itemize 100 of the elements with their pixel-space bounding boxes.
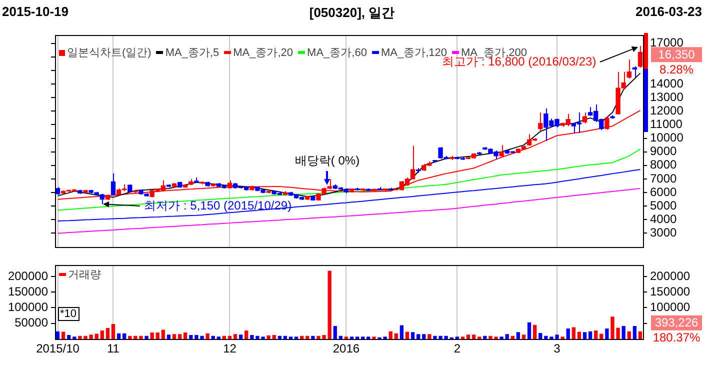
bar — [144, 336, 148, 339]
bar — [605, 328, 609, 339]
bar — [472, 334, 476, 339]
bar — [516, 332, 520, 339]
y-tick-label: 14000 — [650, 76, 684, 90]
bar — [400, 325, 404, 339]
bar — [239, 334, 243, 339]
bar — [184, 332, 188, 339]
bar — [128, 336, 132, 339]
y-tick-label: 150000 — [8, 284, 48, 298]
bar — [111, 324, 116, 339]
bar — [622, 326, 626, 339]
y-tick-label: 11000 — [650, 117, 683, 132]
bar — [466, 334, 470, 339]
bar — [333, 326, 337, 339]
bar — [222, 336, 226, 339]
bar — [577, 332, 582, 339]
text: 16,350 — [658, 47, 696, 62]
bar — [510, 336, 514, 339]
y-tick-label: 3000 — [650, 226, 678, 240]
text: 8.28% — [659, 62, 694, 76]
bar — [483, 336, 487, 339]
x-tick-label: 12 — [223, 342, 237, 356]
bar — [538, 332, 542, 339]
bar — [422, 334, 426, 339]
x-tick-label: 2016 — [332, 342, 360, 356]
y-tick-label: 12000 — [650, 103, 684, 118]
x-tick-label: 3 — [554, 342, 561, 356]
bar — [100, 330, 104, 339]
bar — [56, 331, 60, 339]
annotation: 최저가 : 5,150 (2015/10/29) — [144, 198, 292, 212]
bar — [505, 334, 509, 339]
text: 2015-10-19 — [2, 4, 68, 19]
bar — [394, 333, 398, 339]
bar — [600, 334, 604, 339]
bar — [211, 336, 215, 339]
bar — [116, 333, 121, 339]
legend-label: 거래량 — [68, 268, 101, 282]
y-tick-label: 7000 — [650, 171, 678, 186]
bar — [94, 334, 98, 339]
legend-label: MA_종가,20 — [233, 46, 294, 60]
bar — [627, 331, 631, 339]
bar — [416, 334, 420, 339]
y-tick-label: 9000 — [650, 144, 678, 158]
bar — [522, 334, 526, 339]
legend-label: 일본식차트(일간) — [67, 46, 152, 60]
candlestick — [499, 144, 504, 158]
bar — [283, 336, 288, 339]
x-tick-label: 2015/10 — [36, 342, 80, 356]
bar — [150, 332, 154, 339]
bar — [156, 332, 160, 339]
text: 180.37% — [652, 330, 701, 345]
y-tick-label: 100000 — [8, 300, 48, 314]
y-tick-label: 50000 — [14, 316, 48, 330]
bar — [527, 322, 532, 339]
annotation: *10 — [60, 308, 77, 320]
bar — [67, 335, 71, 339]
legend-label: MA_종가,120 — [380, 46, 447, 59]
bar — [61, 332, 66, 339]
bar — [594, 330, 598, 339]
y-tick-label: 5000 — [650, 198, 678, 212]
bar — [582, 332, 587, 339]
legend-label: MA_종가,5 — [165, 46, 220, 60]
bar — [566, 328, 570, 339]
bar — [410, 332, 415, 339]
bar — [244, 330, 248, 339]
bar — [632, 326, 637, 339]
bar — [272, 335, 276, 339]
bar — [122, 333, 126, 339]
bar — [328, 270, 332, 339]
bar — [405, 332, 410, 339]
bar — [306, 336, 310, 339]
bar — [278, 336, 282, 339]
y-tick-label: 8000 — [650, 158, 678, 172]
bar — [338, 336, 343, 339]
x-tick-label: 2 — [454, 342, 461, 356]
bar — [311, 336, 315, 339]
bar — [172, 334, 176, 339]
bar — [266, 335, 270, 339]
bar — [233, 334, 238, 339]
bar — [588, 331, 592, 339]
bar — [106, 328, 110, 339]
bar — [166, 334, 171, 339]
bar — [189, 335, 193, 339]
bar — [533, 324, 537, 339]
y-tick-label: 17000 — [650, 36, 684, 50]
bar — [206, 333, 210, 339]
y-tick-label: 200000 — [8, 268, 48, 283]
bar — [638, 331, 642, 339]
text: 393,226 — [654, 316, 699, 330]
bar — [388, 331, 392, 339]
bar — [428, 334, 432, 339]
bar — [161, 330, 165, 339]
y-tick-label: 13000 — [650, 90, 684, 104]
bar — [572, 327, 576, 339]
y-tick-label: 10000 — [650, 130, 684, 145]
text: 2016-03-23 — [636, 4, 702, 19]
y-tick-label: 4000 — [650, 212, 678, 226]
annotation: 배당락( 0%) — [294, 154, 360, 168]
y-tick-label: 6000 — [650, 184, 678, 199]
